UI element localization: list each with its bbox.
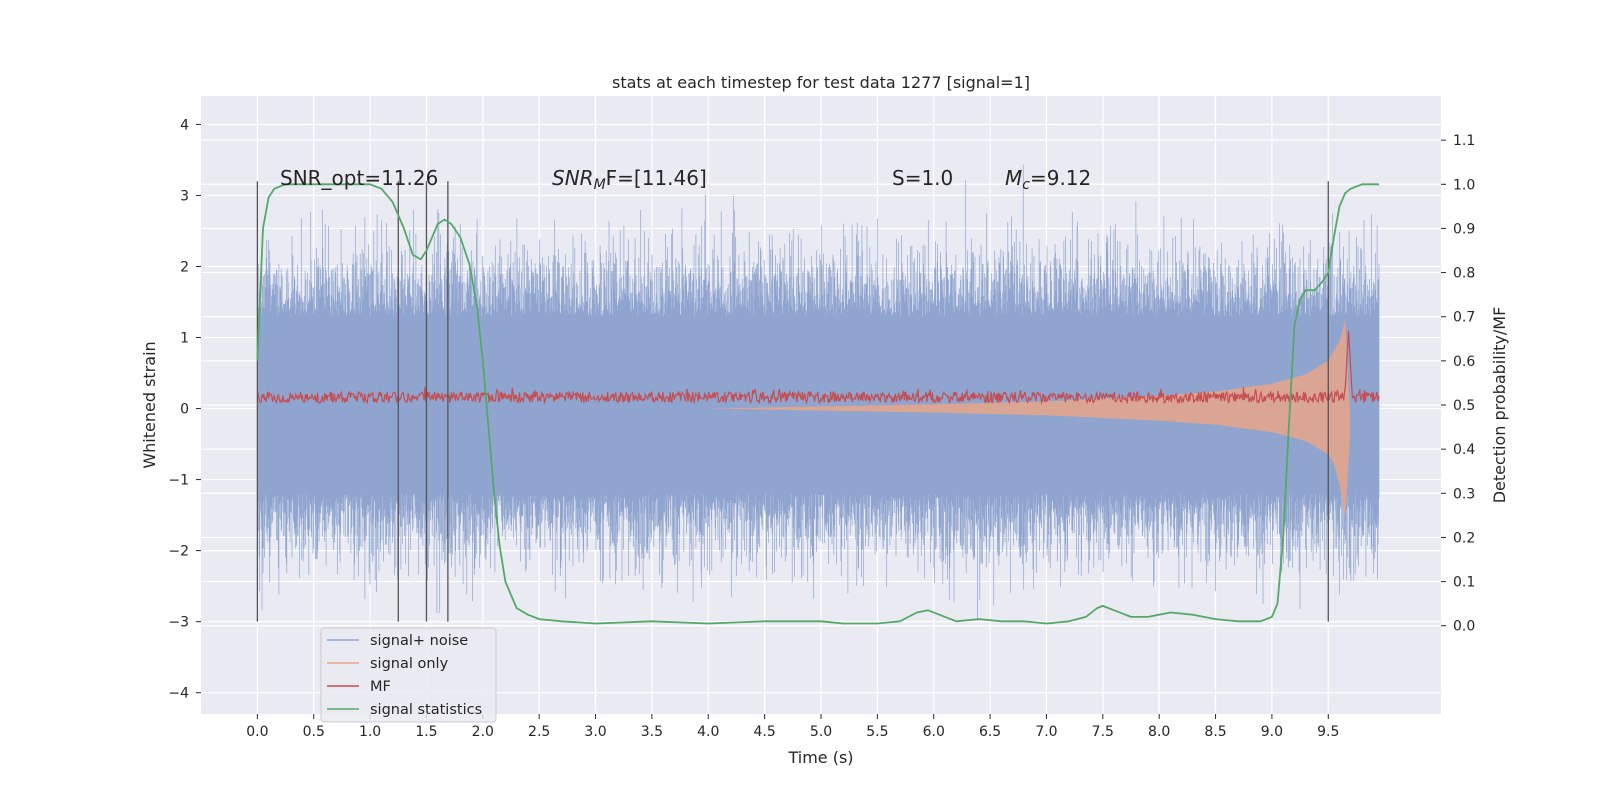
x-tick-label-3: 1.5 (415, 724, 437, 740)
y-tick-label-4: 0 (180, 402, 189, 418)
y-tick-label-3: 1 (180, 331, 189, 347)
x-tick-label-0: 0.0 (246, 724, 268, 740)
x-tick-label-6: 3.0 (584, 724, 606, 740)
y-tick-label-5: −1 (168, 473, 189, 489)
y2-tick-label-8: 0.3 (1453, 486, 1475, 502)
y-tick-label-2: 2 (180, 259, 189, 275)
x-tick-label-16: 8.0 (1148, 724, 1170, 740)
y-tick-label-6: −2 (168, 544, 189, 560)
y2-tick-label-2: 0.9 (1453, 221, 1475, 237)
x-tick-label-5: 2.5 (528, 724, 550, 740)
x-tick-label-10: 5.0 (810, 724, 832, 740)
mf-line (256, 330, 1380, 405)
legend-label-signal-only: signal only (370, 656, 449, 672)
x-tick-label-2: 1.0 (359, 724, 381, 740)
x-tick-label-14: 7.0 (1035, 724, 1057, 740)
y2-axis-label: Detection probability/MF (1490, 307, 1509, 504)
x-tick-label-9: 4.5 (754, 724, 776, 740)
legend: signal+ noise signal only MF signal stat… (320, 627, 497, 723)
legend-box (320, 627, 497, 723)
annotation-snr-mf-sub: M (594, 177, 606, 193)
y2-tick-label-6: 0.5 (1453, 398, 1475, 414)
x-tick-label-19: 9.5 (1317, 724, 1339, 740)
y2-tick-label-5: 0.6 (1453, 354, 1475, 370)
y-axis-label: Whitened strain (140, 341, 159, 468)
x-tick-label-8: 4.0 (697, 724, 719, 740)
chirp-envelope (708, 319, 1350, 519)
annotation-s: S=1.0 (892, 166, 953, 190)
legend-label-mf: MF (370, 679, 391, 695)
y-tick-label-8: −4 (168, 686, 189, 702)
x-tick-label-13: 6.5 (979, 724, 1001, 740)
chart-title: stats at each timestep for test data 127… (612, 73, 1030, 92)
annotation-mc-main: M (1005, 166, 1022, 190)
annotation-snr-mf-rest: F=[11.46] (606, 166, 707, 190)
signal-statistics-line (256, 183, 1379, 625)
chirp-series (708, 319, 1350, 519)
y2-tick-label-0: 1.1 (1453, 133, 1475, 149)
y2-tick-label-11: 0.0 (1453, 619, 1475, 635)
y-tick-label-0: 4 (180, 117, 189, 133)
x-tick-label-18: 9.0 (1261, 724, 1283, 740)
y-tick-label-7: −3 (168, 615, 189, 631)
x-tick-label-1: 0.5 (303, 724, 325, 740)
y2-tick-label-3: 0.8 (1453, 266, 1475, 282)
stat-series (256, 183, 1379, 625)
x-tick-label-15: 7.5 (1092, 724, 1114, 740)
legend-label-signal-noise: signal+ noise (370, 633, 468, 649)
y2-tick-label-9: 0.2 (1453, 530, 1475, 546)
axis-layer: 0.0 0.5 1.0 1.5 2.0 2.5 3.0 3.5 4.0 4.5 5.0 5.5 6.0 6… (168, 117, 1475, 740)
legend-label-signal-statistics: signal statistics (370, 702, 482, 718)
annotation-mc-sub: c (1022, 177, 1030, 193)
y2-tick-label-1: 1.0 (1453, 177, 1475, 193)
x-tick-label-17: 8.5 (1204, 724, 1226, 740)
x-tick-label-7: 3.5 (641, 724, 663, 740)
y-tick-label-1: 3 (180, 188, 189, 204)
annotation-snr-mf-main: SNR (552, 166, 594, 190)
annotation-layer: SNR_opt=11.26 SNRMF=[11.46] S=1.0 Mc=9.1… (280, 166, 1091, 193)
x-tick-label-12: 6.0 (923, 724, 945, 740)
x-tick-label-4: 2.0 (472, 724, 494, 740)
annotation-mc-rest: =9.12 (1030, 166, 1091, 190)
y2-tick-label-10: 0.1 (1453, 575, 1475, 591)
y2-tick-label-7: 0.4 (1453, 442, 1475, 458)
annotation-mc: Mc=9.12 (1005, 166, 1091, 193)
mf-series (256, 330, 1380, 405)
annotation-snr-mf: SNRMF=[11.46] (552, 166, 707, 193)
annotation-snr-opt: SNR_opt=11.26 (280, 166, 438, 190)
x-tick-label-11: 5.5 (866, 724, 888, 740)
y2-tick-label-4: 0.7 (1453, 310, 1475, 326)
x-axis-label: Time (s) (787, 748, 853, 767)
vline-layer (256, 181, 1329, 622)
